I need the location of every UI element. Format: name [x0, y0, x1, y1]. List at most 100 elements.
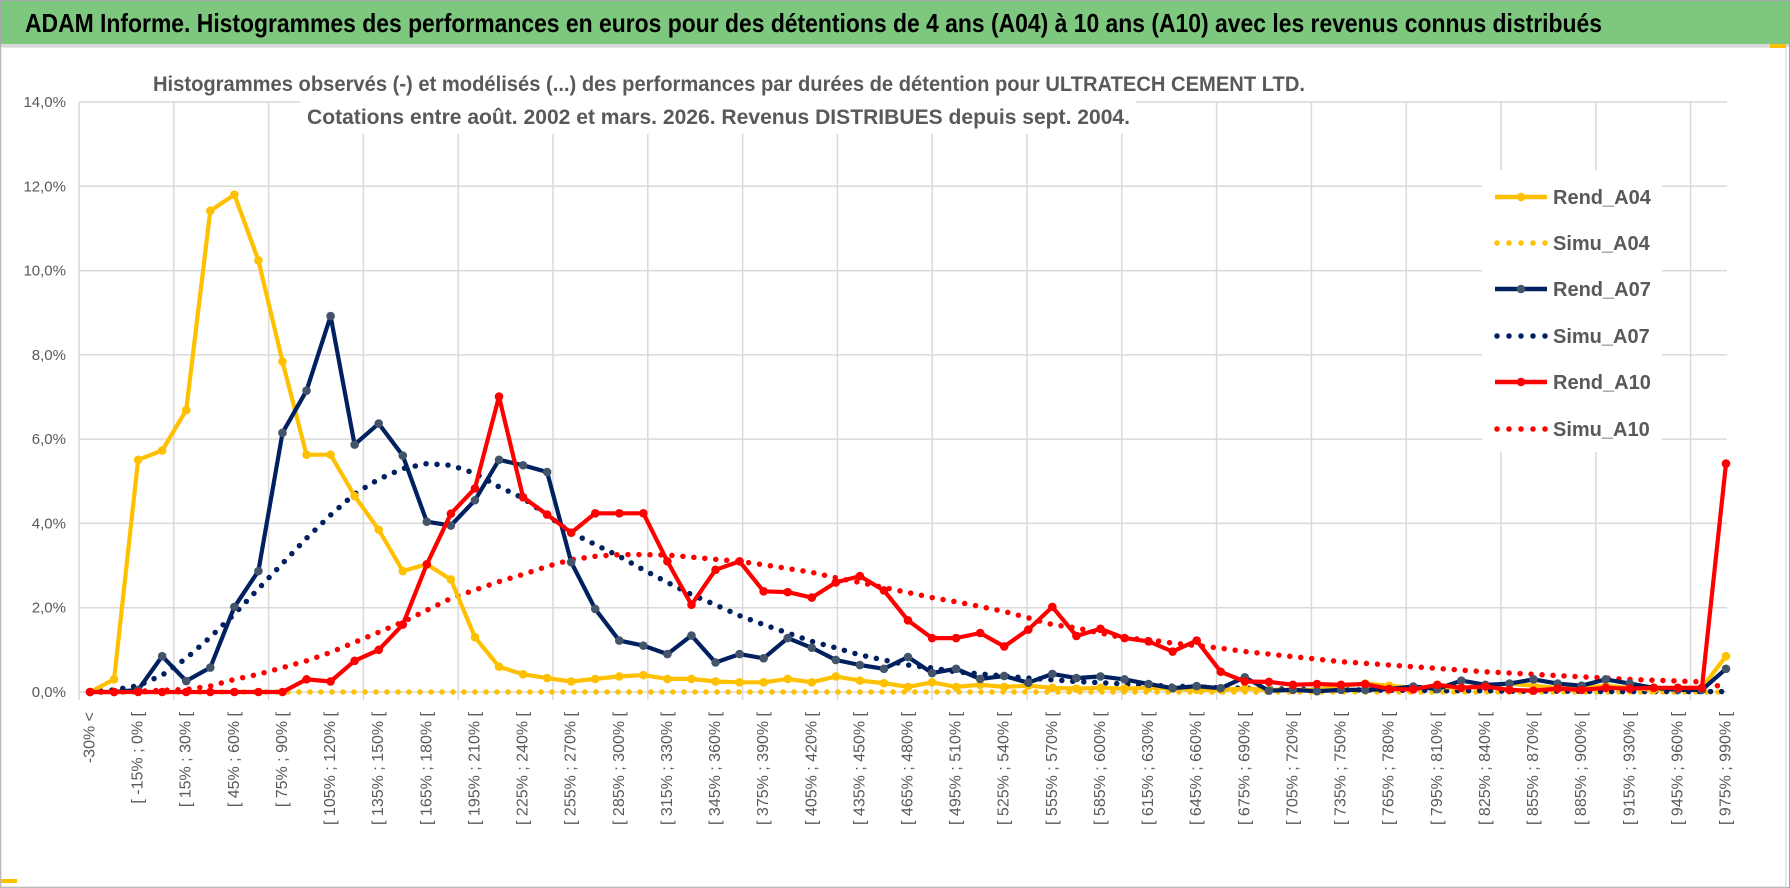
x-tick-label: [ 945% ; 960% [ [1669, 711, 1686, 825]
data-point [374, 525, 384, 535]
data-point [951, 633, 961, 643]
data-point [807, 678, 817, 687]
x-tick-label: [ 615% ; 630% [ [1140, 711, 1157, 825]
legend-item: Rend_A10 [1495, 372, 1651, 394]
y-tick-label: 10,0% [23, 263, 66, 280]
data-point [1264, 677, 1274, 687]
data-point [1721, 664, 1731, 674]
data-point [302, 675, 311, 684]
x-tick-label: [ 885% ; 900% [ [1573, 711, 1590, 825]
data-point [1168, 647, 1177, 656]
data-point [639, 670, 648, 680]
x-tick-label: [ 825% ; 840% [ [1477, 711, 1494, 825]
selection-handle [1, 879, 17, 883]
x-tick-label: [ 975% ; 990% [ [1718, 711, 1735, 825]
data-point [254, 687, 263, 697]
data-point [1649, 683, 1659, 693]
data-point [975, 674, 985, 684]
data-point [1023, 625, 1033, 634]
legend-swatch-marker [1516, 377, 1526, 387]
x-axis: -30% < [ -15% ; 0% [[ 15% ; 30% [[ 45% ; … [82, 711, 1735, 825]
data-point [855, 571, 865, 581]
series-rend-a10 [85, 392, 1731, 697]
data-point [927, 678, 937, 687]
data-point [1216, 667, 1226, 677]
data-point [350, 440, 359, 449]
data-point [542, 510, 552, 519]
data-point [590, 509, 600, 518]
data-point [999, 671, 1009, 681]
data-point [566, 557, 576, 567]
data-point [903, 652, 913, 662]
data-point [903, 616, 913, 625]
data-point [494, 662, 504, 672]
x-tick-label: [ 195% ; 210% [ [466, 711, 483, 825]
data-point [205, 663, 215, 672]
legend-swatch-marker [1516, 192, 1526, 202]
x-tick-label: [ 735% ; 750% [ [1333, 711, 1350, 825]
data-point [1384, 684, 1394, 694]
data-point [446, 521, 456, 530]
report-title: ADAM Informe. Histogrammes des performan… [25, 8, 1602, 38]
data-point [1625, 684, 1635, 693]
x-tick-label: [ 585% ; 600% [ [1092, 711, 1109, 825]
data-point [230, 190, 239, 200]
data-point [518, 670, 528, 679]
data-point [999, 642, 1009, 651]
chart-title-background [300, 100, 1136, 134]
data-point [975, 680, 985, 690]
data-point [807, 593, 817, 602]
legend-item: Simu_A04 [1494, 233, 1651, 255]
data-point [1457, 683, 1466, 693]
data-point [807, 643, 817, 653]
data-point [687, 600, 696, 610]
x-tick-label: [ 375% ; 390% [ [755, 711, 772, 825]
series-simu-a07 [87, 460, 1729, 695]
data-point [1144, 637, 1153, 646]
y-tick-label: 6,0% [32, 431, 66, 448]
x-tick-label: [ 165% ; 180% [ [418, 711, 435, 825]
data-point [470, 632, 480, 642]
data-point [1721, 651, 1731, 661]
data-point [350, 656, 359, 666]
legend-item: Simu_A07 [1494, 326, 1650, 348]
header-bar [1, 1, 1789, 44]
x-tick-label: [ 435% ; 450% [ [851, 711, 868, 825]
x-tick-label: [ -15% ; 0% [ [130, 711, 147, 803]
data-point [831, 578, 841, 587]
data-point [1048, 683, 1057, 693]
chart-title-line2: Cotations entre août. 2002 et mars. 2026… [307, 106, 1130, 129]
legend-label: Simu_A10 [1553, 419, 1650, 441]
data-point [975, 628, 985, 638]
data-point [109, 675, 119, 684]
data-point [1360, 685, 1370, 695]
data-point [879, 586, 889, 595]
legend-label: Rend_A07 [1553, 279, 1651, 301]
data-point [326, 450, 335, 460]
data-point [494, 392, 504, 401]
data-point [1023, 678, 1033, 688]
data-point [1529, 686, 1538, 696]
data-point [518, 493, 528, 502]
data-point [951, 682, 961, 692]
data-point [855, 660, 865, 670]
legend: Rend_A04 Simu_A04 Rend_A07 Simu_A07 Rend_A10… [1494, 187, 1652, 441]
x-tick-label: [ 765% ; 780% [ [1381, 711, 1398, 825]
x-tick-label: [ 75% ; 90% [ [274, 711, 291, 807]
data-point [639, 509, 648, 518]
legend-background [1482, 170, 1662, 452]
legend-swatch-marker [1516, 284, 1526, 294]
data-point [157, 651, 167, 661]
x-tick-label: [ 15% ; 30% [ [178, 711, 195, 807]
data-point [903, 682, 913, 692]
data-point [1216, 683, 1226, 693]
data-point [735, 557, 744, 566]
data-point [1601, 683, 1611, 693]
data-point [1505, 679, 1514, 688]
x-tick-label: [ 255% ; 270% [ [563, 711, 580, 825]
data-point [278, 357, 287, 366]
data-point [350, 491, 359, 501]
x-tick-label: [ 105% ; 120% [ [322, 711, 339, 825]
data-point [446, 575, 456, 584]
data-point [1072, 673, 1081, 683]
